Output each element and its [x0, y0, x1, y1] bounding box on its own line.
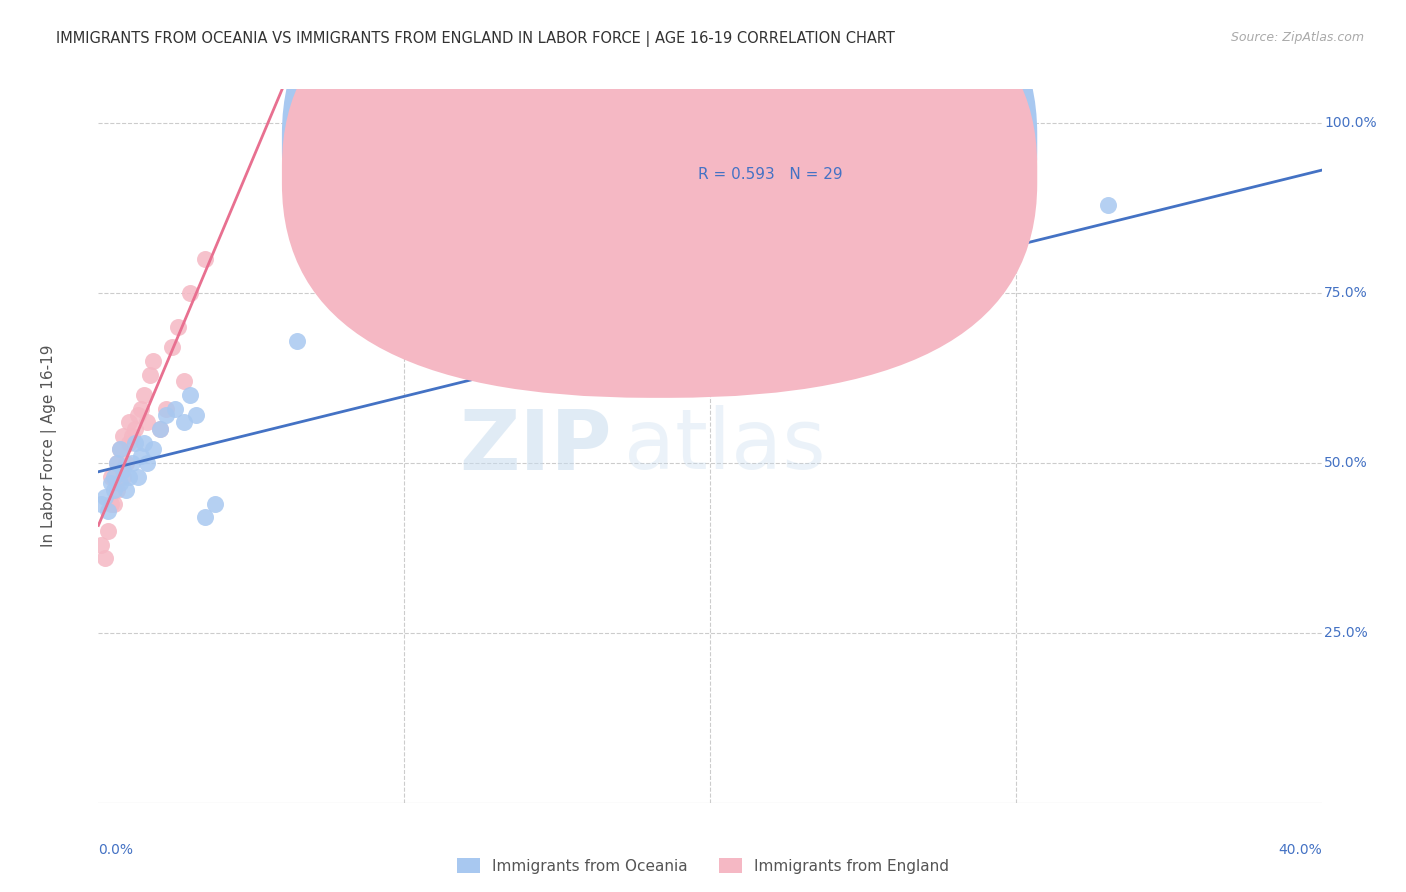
Point [912, 306, 935, 320]
Point [1097, 198, 1119, 212]
Point [103, 469, 125, 483]
Point [160, 341, 183, 355]
Point [93, 551, 115, 566]
Point [124, 435, 146, 450]
Point [129, 401, 152, 416]
Text: 50.0%: 50.0% [1324, 456, 1368, 470]
Point [111, 429, 134, 443]
Text: R = 0.450   N = 30: R = 0.450 N = 30 [697, 136, 842, 150]
Legend: Immigrants from Oceania, Immigrants from England: Immigrants from Oceania, Immigrants from… [451, 852, 955, 880]
Point [167, 320, 190, 334]
Point [134, 435, 156, 450]
Point [149, 422, 172, 436]
Point [118, 469, 141, 483]
Text: 100.0%: 100.0% [1324, 116, 1376, 130]
Point [149, 422, 172, 436]
Point [127, 469, 149, 483]
Point [105, 483, 128, 498]
Point [118, 415, 141, 429]
Point [155, 401, 177, 416]
Point [90, 537, 112, 551]
Point [129, 449, 152, 463]
Point [100, 469, 122, 483]
Point [194, 252, 217, 266]
Point [111, 469, 134, 483]
Text: ZIP: ZIP [460, 406, 612, 486]
FancyBboxPatch shape [619, 103, 986, 203]
Point [97, 524, 120, 538]
Point [136, 415, 159, 429]
Point [93, 490, 115, 504]
Point [134, 388, 156, 402]
Point [100, 476, 122, 491]
FancyBboxPatch shape [281, 0, 1038, 366]
Point [108, 442, 131, 457]
Text: 0.0%: 0.0% [98, 843, 134, 857]
FancyBboxPatch shape [281, 0, 1038, 398]
Text: In Labor Force | Age 16-19: In Labor Force | Age 16-19 [42, 344, 58, 548]
Point [108, 476, 131, 491]
Point [194, 510, 217, 524]
Text: 75.0%: 75.0% [1324, 286, 1368, 300]
Point [121, 429, 143, 443]
Text: atlas: atlas [624, 406, 827, 486]
Point [115, 483, 138, 498]
Point [105, 456, 128, 470]
Point [100, 497, 122, 511]
Point [204, 497, 226, 511]
Point [285, 334, 308, 348]
Point [173, 375, 195, 389]
Point [127, 409, 149, 423]
Point [105, 456, 128, 470]
Text: Source: ZipAtlas.com: Source: ZipAtlas.com [1230, 31, 1364, 45]
Point [142, 442, 165, 457]
Point [179, 286, 201, 301]
Text: 25.0%: 25.0% [1324, 626, 1368, 640]
Point [103, 483, 125, 498]
Point [103, 497, 125, 511]
Point [139, 368, 162, 382]
Point [108, 442, 131, 457]
Point [115, 456, 138, 470]
Text: R = 0.593   N = 29: R = 0.593 N = 29 [697, 168, 842, 182]
Text: IMMIGRANTS FROM OCEANIA VS IMMIGRANTS FROM ENGLAND IN LABOR FORCE | AGE 16-19 CO: IMMIGRANTS FROM OCEANIA VS IMMIGRANTS FR… [56, 31, 896, 47]
Point [163, 401, 186, 416]
Point [118, 435, 141, 450]
Text: 40.0%: 40.0% [1278, 843, 1322, 857]
Point [97, 503, 120, 517]
Point [142, 354, 165, 368]
Point [186, 409, 208, 423]
Point [111, 463, 134, 477]
Point [173, 415, 195, 429]
Point [179, 388, 201, 402]
Point [136, 456, 159, 470]
Point [124, 422, 146, 436]
Point [90, 497, 112, 511]
Point [121, 456, 143, 470]
Point [155, 409, 177, 423]
